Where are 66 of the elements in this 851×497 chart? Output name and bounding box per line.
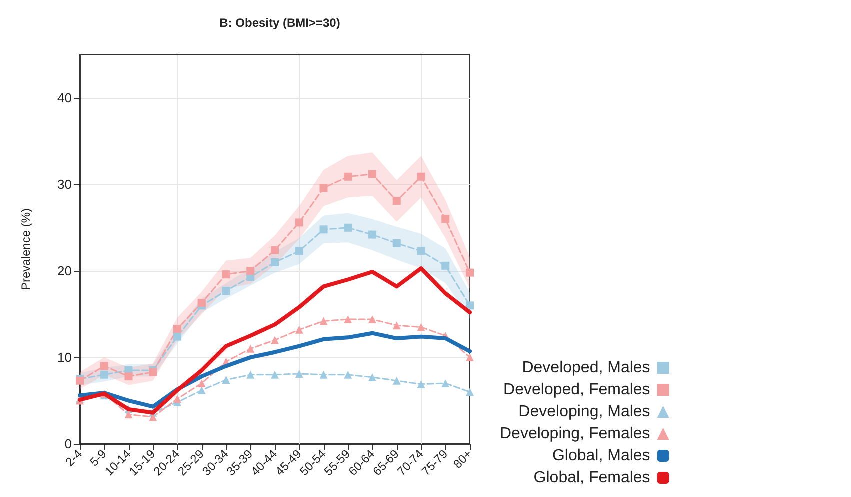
- y-tick-label: 0: [64, 436, 72, 452]
- y-tick-label: 10: [58, 350, 72, 366]
- point: [344, 316, 352, 324]
- point: [466, 354, 474, 362]
- legend-label: Global, Males: [552, 448, 650, 464]
- legend-label: Developed, Males: [522, 360, 650, 376]
- point: [174, 395, 182, 404]
- point: [417, 247, 426, 256]
- legend-label: Developing, Males: [518, 404, 650, 420]
- y-tick-label: 20: [58, 264, 72, 279]
- point: [368, 316, 376, 324]
- point: [320, 370, 328, 379]
- point: [271, 258, 279, 266]
- x-tick-label: 5-9: [87, 446, 110, 470]
- point: [271, 246, 279, 254]
- legend-label: Global, Females: [534, 470, 650, 486]
- point: [466, 302, 474, 310]
- point: [222, 270, 230, 279]
- point: [344, 172, 352, 181]
- y-tick-label: 30: [58, 177, 72, 192]
- point: [198, 299, 206, 308]
- x-tick-label: 80+: [450, 447, 475, 472]
- point: [442, 379, 450, 388]
- point: [320, 184, 328, 192]
- point: [222, 286, 230, 295]
- point: [417, 172, 426, 181]
- point: [320, 226, 328, 234]
- point: [417, 380, 426, 388]
- point: [466, 268, 474, 277]
- point: [368, 170, 376, 178]
- point: [124, 372, 133, 381]
- point: [271, 370, 279, 379]
- point: [271, 336, 279, 344]
- point: [417, 323, 426, 332]
- point: [246, 267, 255, 276]
- y-tick-label: 40: [58, 90, 72, 106]
- point: [392, 322, 401, 330]
- point: [295, 218, 304, 227]
- point: [222, 376, 230, 384]
- y-axis-title: Prevalence (%): [19, 208, 33, 291]
- legend-label: Developed, Females: [504, 382, 650, 398]
- point: [344, 370, 352, 379]
- point: [442, 262, 450, 270]
- point: [174, 332, 182, 341]
- point: [295, 326, 304, 334]
- point: [320, 317, 328, 326]
- point: [174, 325, 182, 334]
- point: [466, 388, 474, 396]
- point: [295, 370, 304, 378]
- point: [392, 197, 401, 206]
- legend-label: Developing, Females: [500, 426, 650, 442]
- point: [124, 410, 133, 419]
- point: [100, 362, 108, 370]
- point: [392, 239, 401, 248]
- line-series: [78, 331, 472, 409]
- point: [198, 379, 206, 388]
- point: [392, 376, 401, 385]
- point: [246, 344, 255, 353]
- point: [295, 247, 304, 256]
- point: [100, 370, 108, 379]
- point: [344, 224, 352, 232]
- point: [442, 215, 450, 224]
- point: [368, 373, 376, 382]
- chart-title: B: Obesity (BMI>=30): [220, 16, 340, 30]
- point: [246, 370, 255, 379]
- point: [368, 230, 376, 239]
